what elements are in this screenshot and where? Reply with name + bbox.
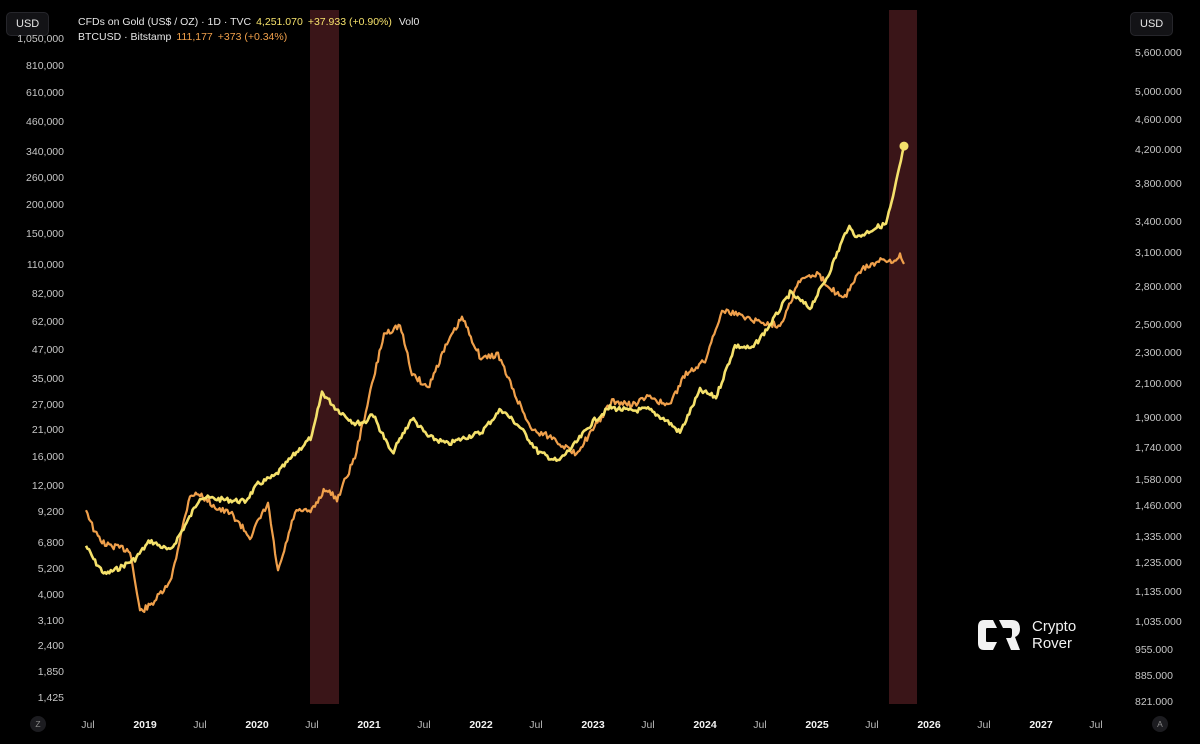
gold-volume: Vol0 <box>398 16 420 28</box>
left-axis-tick: 1,050,000 <box>17 33 64 45</box>
btc-price: 111,177 <box>176 31 213 43</box>
time-axis-tick: 2022 <box>469 719 493 731</box>
zoom-toggle-button[interactable]: Z <box>30 716 46 732</box>
gold-change: +37.933 (+0.90%) <box>307 16 392 28</box>
crypto-rover-watermark: Crypto Rover <box>976 618 1076 652</box>
left-axis-tick: 27,000 <box>31 399 64 411</box>
right-axis-tick: 5,600.000 <box>1135 47 1182 59</box>
auto-scale-button[interactable]: A <box>1152 716 1168 732</box>
watermark-line1: Crypto <box>1032 618 1077 635</box>
left-axis-tick: 340,000 <box>26 146 64 158</box>
shaded-band <box>889 10 917 704</box>
left-axis-tick: 21,000 <box>31 424 64 436</box>
gold-symbol-name: CFDs on Gold (US$ / OZ) · 1D · TVC <box>78 16 252 28</box>
watermark-line2: Rover <box>1032 635 1073 652</box>
right-axis-tick: 1,235.000 <box>1135 557 1182 569</box>
left-axis-tick: 4,000 <box>37 589 64 601</box>
left-axis-tick: 260,000 <box>26 172 64 184</box>
right-axis-tick: 4,600.000 <box>1135 114 1182 126</box>
left-axis-tick: 6,800 <box>37 537 64 549</box>
time-axis-tick: Jul <box>305 719 319 731</box>
left-currency-button[interactable]: USD <box>6 12 50 36</box>
time-axis-tick: Jul <box>977 719 991 731</box>
time-axis-tick: 2019 <box>133 719 157 731</box>
right-axis-tick: 3,400.000 <box>1135 216 1182 228</box>
time-axis-tick: Jul <box>753 719 767 731</box>
right-currency-button[interactable]: USD <box>1130 12 1174 36</box>
left-axis-tick: 200,000 <box>26 199 64 211</box>
right-axis-tick: 1,580.000 <box>1135 474 1182 486</box>
right-axis-tick: 1,135.000 <box>1135 586 1182 598</box>
time-axis-tick: 2021 <box>357 719 381 731</box>
left-axis-tick: 16,000 <box>31 451 64 463</box>
time-axis-tick: Jul <box>193 719 207 731</box>
left-axis-tick: 35,000 <box>31 373 64 385</box>
time-axis-tick: 2020 <box>245 719 269 731</box>
time-axis-tick: Jul <box>81 719 95 731</box>
left-axis-tick: 82,000 <box>31 288 64 300</box>
time-axis-tick: Jul <box>417 719 431 731</box>
time-axis-tick: Jul <box>865 719 879 731</box>
left-axis-tick: 3,100 <box>37 615 64 627</box>
right-axis-tick: 1,900.000 <box>1135 412 1182 424</box>
time-axis-tick: 2025 <box>805 719 829 731</box>
right-axis-tick: 2,300.000 <box>1135 347 1182 359</box>
left-axis-tick: 62,000 <box>31 316 64 328</box>
legend-btc[interactable]: BTCUSD · Bitstamp 111,177 +373 (+0.34%) <box>78 30 419 45</box>
chart-legend: CFDs on Gold (US$ / OZ) · 1D · TVC 4,251… <box>78 15 419 45</box>
gold-price-line <box>84 145 906 576</box>
left-axis-tick: 150,000 <box>26 228 64 240</box>
time-axis-tick: 2023 <box>581 719 605 731</box>
right-axis-tick: 1,460.000 <box>1135 500 1182 512</box>
gold-price: 4,251.070 <box>256 16 303 28</box>
left-axis-tick: 2,400 <box>37 640 64 652</box>
left-axis-tick: 5,200 <box>37 563 64 575</box>
left-axis-tick: 810,000 <box>26 60 64 72</box>
left-axis-tick: 610,000 <box>26 87 64 99</box>
right-axis-tick: 4,200.000 <box>1135 144 1182 156</box>
right-axis-tick: 2,100.000 <box>1135 378 1182 390</box>
crypto-rover-logo-icon <box>978 620 1020 650</box>
right-axis-tick: 1,035.000 <box>1135 616 1182 628</box>
left-axis-tick: 47,000 <box>31 344 64 356</box>
left-axis-tick: 1,850 <box>37 666 64 678</box>
btc-price-line <box>85 252 905 614</box>
left-axis-tick: 1,425 <box>37 692 64 704</box>
time-axis-tick: 2024 <box>693 719 717 731</box>
legend-gold[interactable]: CFDs on Gold (US$ / OZ) · 1D · TVC 4,251… <box>78 15 419 30</box>
right-axis-tick: 5,000.000 <box>1135 86 1182 98</box>
btc-symbol-name: BTCUSD · Bitstamp <box>78 31 172 43</box>
time-axis-tick: Jul <box>1089 719 1103 731</box>
left-axis-tick: 12,000 <box>31 480 64 492</box>
left-axis-tick: 9,200 <box>37 506 64 518</box>
btc-change: +373 (+0.34%) <box>217 31 288 43</box>
right-axis-tick: 3,100.000 <box>1135 247 1182 259</box>
left-axis-tick: 460,000 <box>26 116 64 128</box>
right-axis-tick: 821.000 <box>1135 696 1173 708</box>
time-axis-tick: 2027 <box>1029 719 1053 731</box>
left-axis-tick: 110,000 <box>26 259 64 271</box>
right-axis-tick: 3,800.000 <box>1135 178 1182 190</box>
right-axis-tick: 2,800.000 <box>1135 281 1182 293</box>
right-axis-tick: 885.000 <box>1135 670 1173 682</box>
time-axis-tick: 2026 <box>917 719 941 731</box>
shaded-band <box>310 10 339 704</box>
right-axis-tick: 2,500.000 <box>1135 319 1182 331</box>
gold-last-point <box>899 141 909 151</box>
right-axis-tick: 955.000 <box>1135 644 1173 656</box>
time-axis-tick: Jul <box>529 719 543 731</box>
right-axis-tick: 1,740.000 <box>1135 442 1182 454</box>
time-axis-tick: Jul <box>641 719 655 731</box>
right-axis-tick: 1,335.000 <box>1135 531 1182 543</box>
